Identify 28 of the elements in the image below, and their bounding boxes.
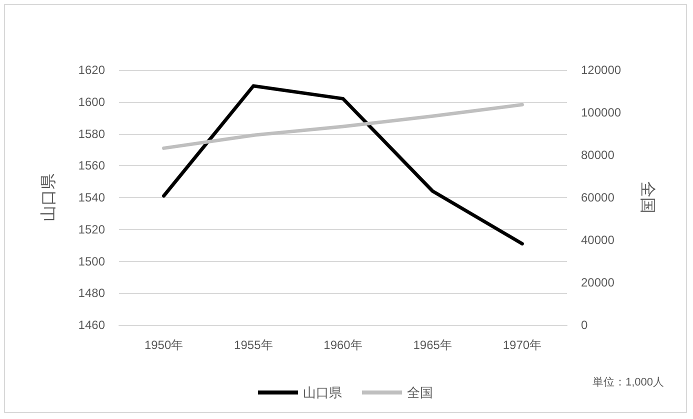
y2-axis-title: 全国: [638, 182, 656, 214]
y-tick-label: 1480: [78, 286, 106, 300]
y-axis-title: 山口県: [40, 174, 58, 222]
line-series: [162, 84, 524, 246]
legend-label: 全国: [407, 385, 433, 400]
y-tick-label: 1560: [78, 158, 106, 173]
y-tick-label: 1460: [78, 318, 106, 332]
x-tick-label: 1965年: [413, 338, 452, 352]
y-tick-label: 1620: [78, 63, 106, 77]
x-tick-label: 1950年: [144, 338, 184, 352]
x-tick-label: 1970年: [502, 338, 542, 352]
y2-tick-label: 80000: [581, 148, 615, 162]
legend-label: 山口県: [303, 385, 342, 400]
y-tick-label: 1600: [78, 94, 106, 109]
y2-tick-label: 60000: [581, 190, 615, 204]
y-tick-label: 1540: [78, 190, 106, 204]
x-tick-label: 1960年: [324, 338, 362, 352]
y-tick-label: 1580: [78, 126, 106, 141]
y2-tick-label: 0: [581, 318, 588, 332]
x-tick-label: 1955年: [234, 338, 273, 352]
y-tick-label: 1520: [78, 222, 106, 236]
y2-tick-label: 120000: [581, 63, 622, 77]
y-tick-label: 1500: [78, 254, 106, 268]
y2-tick-label: 100000: [581, 106, 622, 120]
line-series: [162, 102, 524, 150]
text: 単位：1,000人: [592, 376, 664, 388]
y2-tick-label: 20000: [581, 276, 615, 290]
y2-tick-label: 40000: [581, 233, 615, 247]
